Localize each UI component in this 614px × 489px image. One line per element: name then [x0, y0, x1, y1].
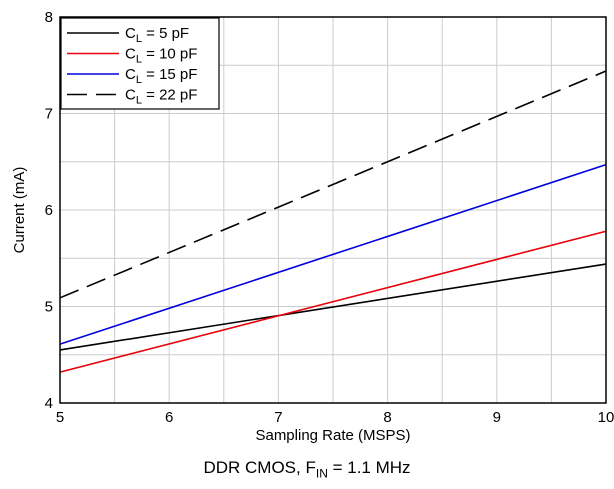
y-tick-label: 8	[45, 9, 53, 26]
caption-rest: = 1.1 MHz	[327, 458, 411, 477]
series-lines	[59, 70, 607, 373]
x-tick-label: 10	[598, 409, 614, 426]
y-tick-label: 4	[45, 395, 53, 412]
x-tick-label: 9	[493, 409, 501, 426]
legend-label: CL = 10 pF	[125, 46, 197, 66]
y-tick-labels: 4 5 6 7 8	[45, 9, 53, 412]
x-tick-label: 6	[165, 409, 173, 426]
caption-main: DDR CMOS, F	[203, 458, 316, 477]
plot-frame	[59, 16, 607, 404]
legend-label: CL = 15 pF	[125, 66, 197, 86]
caption-subscript: IN	[315, 466, 328, 481]
x-tick-label: 8	[383, 409, 391, 426]
series-line	[59, 263, 607, 351]
y-tick-label: 5	[45, 299, 53, 316]
x-tick-label: 5	[56, 409, 64, 426]
series-line	[59, 163, 607, 345]
x-axis-label: Sampling Rate (MSPS)	[255, 427, 410, 444]
x-tick-labels: 5 6 7 8 9 10	[56, 409, 614, 426]
legend-label: CL = 5 pF	[125, 25, 189, 45]
series-line	[59, 70, 607, 299]
y-tick-label: 6	[45, 202, 53, 219]
legend-label: CL = 22 pF	[125, 87, 197, 107]
chart-caption: DDR CMOS, FIN = 1.1 MHz	[0, 458, 614, 480]
y-axis-label: Current (mA)	[11, 167, 28, 254]
x-tick-label: 7	[274, 409, 282, 426]
series-line	[59, 230, 607, 373]
y-tick-label: 7	[45, 106, 53, 123]
